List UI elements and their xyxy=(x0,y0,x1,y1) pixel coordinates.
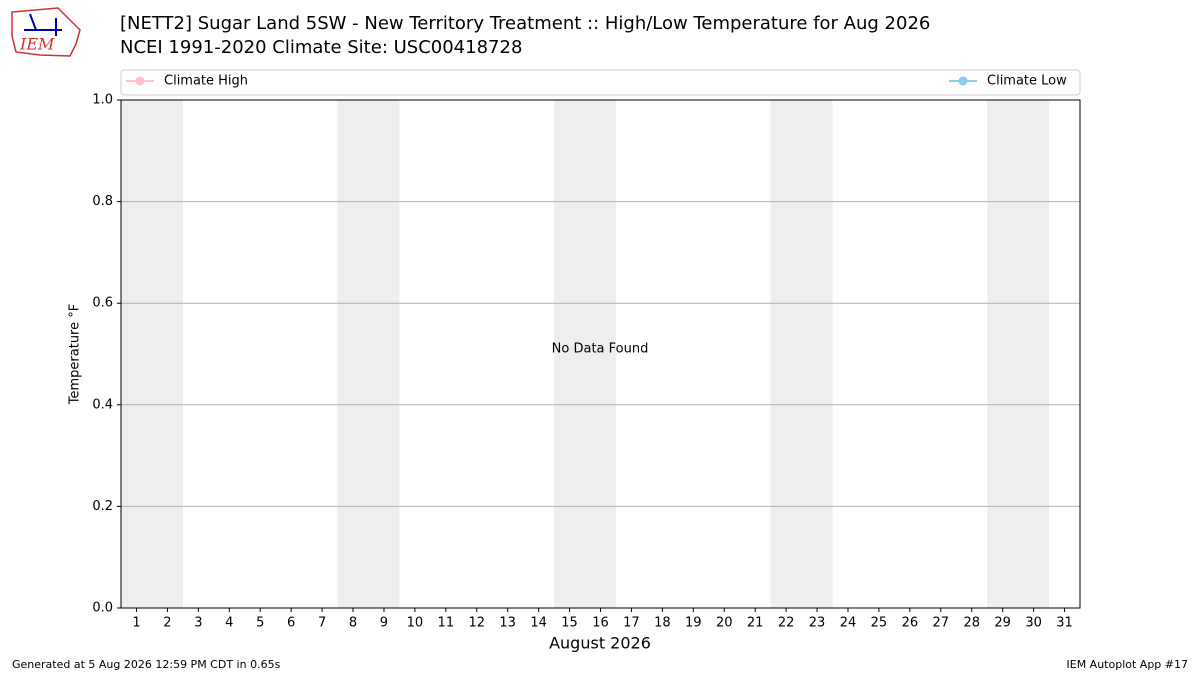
x-tick-label: 18 xyxy=(654,616,671,631)
footer-right: IEM Autoplot App #17 xyxy=(1067,658,1189,671)
weekend-band xyxy=(987,100,1050,608)
y-tick-label: 0.2 xyxy=(92,499,113,514)
x-tick-label: 16 xyxy=(592,616,609,631)
y-tick-label: 0.6 xyxy=(92,296,113,311)
x-tick-label: 27 xyxy=(933,616,950,631)
footer-left: Generated at 5 Aug 2026 12:59 PM CDT in … xyxy=(12,658,281,671)
chart-subtitle: NCEI 1991-2020 Climate Site: USC00418728 xyxy=(120,37,522,58)
legend-label: Climate Low xyxy=(987,74,1067,89)
legend xyxy=(120,69,1081,96)
x-tick-label: 25 xyxy=(871,616,888,631)
weekend-band xyxy=(554,100,616,608)
x-tick-label: 22 xyxy=(778,616,795,631)
x-tick-label: 20 xyxy=(716,616,733,631)
x-tick-label: 29 xyxy=(994,616,1011,631)
x-tick-label: 28 xyxy=(963,616,980,631)
annotation: No Data Found xyxy=(552,342,649,357)
x-tick-label: 11 xyxy=(438,616,455,631)
y-tick-label: 1.0 xyxy=(92,93,113,108)
x-tick-label: 13 xyxy=(499,616,516,631)
x-tick-label: 19 xyxy=(685,616,702,631)
logo: IEM xyxy=(11,7,81,57)
x-tick-label: 3 xyxy=(194,616,202,631)
legend-label: Climate High xyxy=(164,74,248,89)
x-tick-label: 23 xyxy=(809,616,826,631)
logo-text: IEM xyxy=(19,35,55,54)
x-tick-label: 2 xyxy=(163,616,171,631)
x-tick-label: 7 xyxy=(318,616,326,631)
y-axis-label: Temperature °F xyxy=(68,304,83,405)
x-tick-label: 15 xyxy=(561,616,578,631)
y-tick-label: 0.8 xyxy=(92,194,113,209)
x-tick-label: 24 xyxy=(840,616,857,631)
x-tick-label: 30 xyxy=(1025,616,1042,631)
logo-icon xyxy=(29,13,37,31)
x-axis-label: August 2026 xyxy=(549,634,651,653)
x-tick-label: 6 xyxy=(287,616,295,631)
x-tick-label: 4 xyxy=(225,616,233,631)
legend-marker xyxy=(958,76,968,86)
weekend-band xyxy=(121,100,183,608)
x-tick-label: 26 xyxy=(902,616,919,631)
x-tick-label: 21 xyxy=(747,616,764,631)
x-tick-label: 8 xyxy=(349,616,357,631)
x-tick-label: 1 xyxy=(132,616,140,631)
x-tick-label: 17 xyxy=(623,616,640,631)
x-tick-label: 5 xyxy=(256,616,264,631)
x-tick-label: 14 xyxy=(530,616,547,631)
y-tick-label: 0.0 xyxy=(92,601,113,616)
weekend-band xyxy=(337,100,400,608)
x-tick-label: 12 xyxy=(468,616,485,631)
logo-outline xyxy=(11,7,81,57)
legend-marker xyxy=(135,76,145,86)
chart-title: [NETT2] Sugar Land 5SW - New Territory T… xyxy=(120,13,930,34)
x-tick-label: 31 xyxy=(1056,616,1073,631)
weekend-band xyxy=(770,100,833,608)
x-tick-label: 10 xyxy=(407,616,424,631)
y-tick-label: 0.4 xyxy=(92,397,113,412)
x-tick-label: 9 xyxy=(380,616,388,631)
